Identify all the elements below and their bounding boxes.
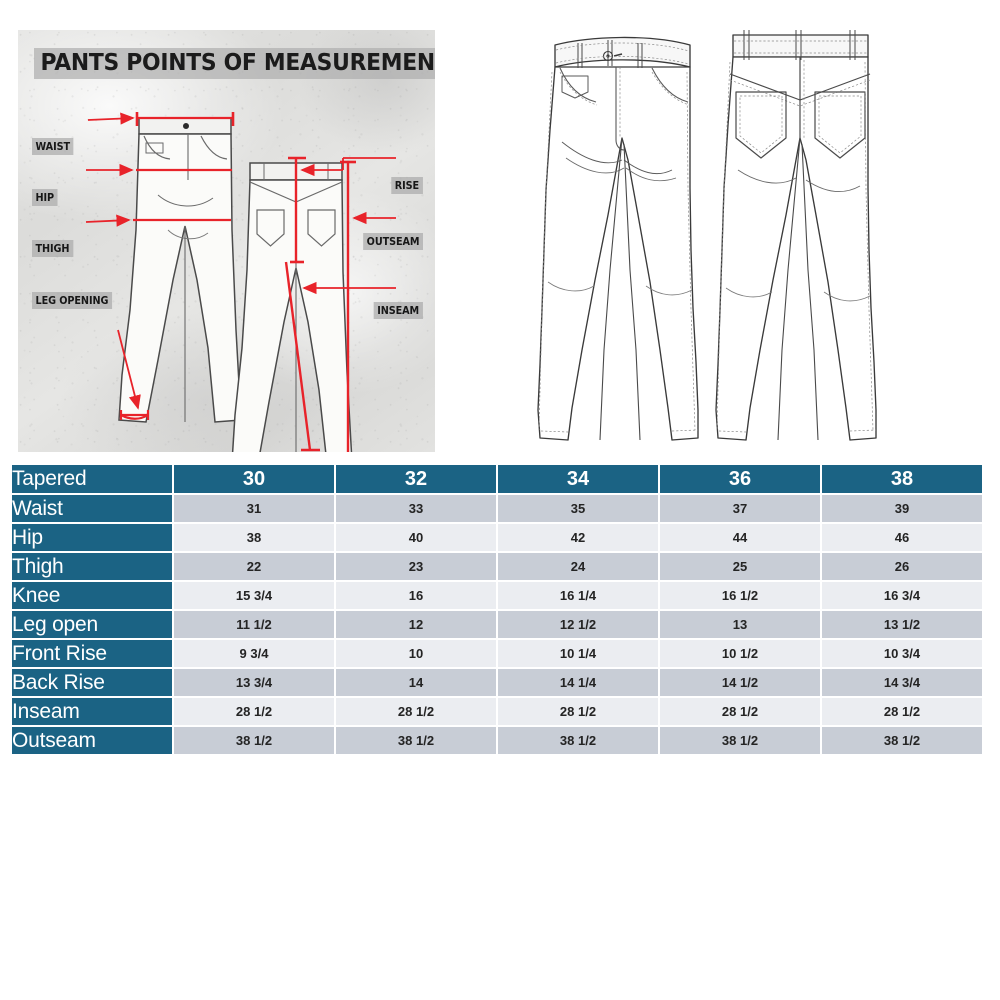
table-row: Knee 15 3/4 16 16 1/4 16 1/2 16 3/4: [12, 582, 982, 609]
cell-knee-38: 16 3/4: [822, 582, 982, 609]
row-label-leg-open: Leg open: [12, 611, 172, 638]
cell-hip-30: 38: [174, 524, 334, 551]
cell-leg-open-34: 12 1/2: [498, 611, 658, 638]
row-label-front-rise: Front Rise: [12, 640, 172, 667]
header-size-38: 38: [822, 465, 982, 493]
diagram-label-leg-opening: LEG OPENING: [32, 292, 112, 309]
cell-back-rise-38: 14 3/4: [822, 669, 982, 696]
header-row: Tapered 30 32 34 36 38: [12, 465, 982, 493]
row-label-hip: Hip: [12, 524, 172, 551]
cell-hip-32: 40: [336, 524, 496, 551]
cell-front-rise-34: 10 1/4: [498, 640, 658, 667]
cell-hip-36: 44: [660, 524, 820, 551]
cell-front-rise-36: 10 1/2: [660, 640, 820, 667]
cell-inseam-38: 28 1/2: [822, 698, 982, 725]
header-size-30: 30: [174, 465, 334, 493]
table-row: Front Rise 9 3/4 10 10 1/4 10 1/2 10 3/4: [12, 640, 982, 667]
measurement-annotations: [85, 112, 396, 452]
row-label-knee: Knee: [12, 582, 172, 609]
header-size-32: 32: [336, 465, 496, 493]
row-label-outseam: Outseam: [12, 727, 172, 754]
table-row: Waist 31 33 35 37 39: [12, 495, 982, 522]
cell-front-rise-32: 10: [336, 640, 496, 667]
cell-inseam-36: 28 1/2: [660, 698, 820, 725]
cell-knee-34: 16 1/4: [498, 582, 658, 609]
diagram-back-pants: [231, 162, 353, 452]
cell-outseam-30: 38 1/2: [174, 727, 334, 754]
table-header: Tapered 30 32 34 36 38: [12, 465, 982, 493]
cell-thigh-34: 24: [498, 553, 658, 580]
diagram-title: PANTS POINTS OF MEASUREMENT: [34, 48, 435, 79]
cell-thigh-38: 26: [822, 553, 982, 580]
cell-waist-32: 33: [336, 495, 496, 522]
table-row: Leg open 11 1/2 12 12 1/2 13 13 1/2: [12, 611, 982, 638]
row-label-inseam: Inseam: [12, 698, 172, 725]
cell-leg-open-32: 12: [336, 611, 496, 638]
technical-flats: [500, 10, 930, 455]
diagram-label-waist: WAIST: [32, 138, 74, 155]
diagram-front-pants: [118, 117, 242, 423]
header-fit-label: Tapered: [12, 465, 172, 493]
cell-inseam-30: 28 1/2: [174, 698, 334, 725]
diagram-artwork: [85, 112, 396, 452]
cell-inseam-32: 28 1/2: [336, 698, 496, 725]
row-label-thigh: Thigh: [12, 553, 172, 580]
cell-thigh-32: 23: [336, 553, 496, 580]
cell-outseam-34: 38 1/2: [498, 727, 658, 754]
cell-outseam-38: 38 1/2: [822, 727, 982, 754]
cell-thigh-36: 25: [660, 553, 820, 580]
diagram-label-outseam: OUTSEAM: [363, 233, 423, 250]
diagram-label-inseam: INSEAM: [374, 302, 423, 319]
diagram-label-hip: HIP: [32, 189, 58, 206]
cell-waist-36: 37: [660, 495, 820, 522]
pants-back-flat: [715, 30, 877, 441]
cell-back-rise-36: 14 1/2: [660, 669, 820, 696]
table-row: Hip 38 40 42 44 46: [12, 524, 982, 551]
cell-waist-30: 31: [174, 495, 334, 522]
table-row: Back Rise 13 3/4 14 14 1/4 14 1/2 14 3/4: [12, 669, 982, 696]
table-body: Waist 31 33 35 37 39 Hip 38 40 42 44 46 …: [12, 495, 982, 754]
cell-hip-38: 46: [822, 524, 982, 551]
pants-measurement-diagram: PANTS POINTS OF MEASUREMENT WAIST HIP TH…: [18, 30, 435, 452]
diagram-label-thigh: THIGH: [32, 240, 73, 257]
header-size-36: 36: [660, 465, 820, 493]
cell-inseam-34: 28 1/2: [498, 698, 658, 725]
cell-hip-34: 42: [498, 524, 658, 551]
cell-leg-open-30: 11 1/2: [174, 611, 334, 638]
cell-leg-open-36: 13: [660, 611, 820, 638]
pants-front-flat: [537, 36, 699, 441]
cell-back-rise-30: 13 3/4: [174, 669, 334, 696]
size-chart-table: Tapered 30 32 34 36 38 Waist 31 33 35 37…: [10, 463, 984, 756]
cell-waist-34: 35: [498, 495, 658, 522]
diagram-label-rise: RISE: [391, 177, 423, 194]
cell-front-rise-38: 10 3/4: [822, 640, 982, 667]
row-label-waist: Waist: [12, 495, 172, 522]
cell-knee-36: 16 1/2: [660, 582, 820, 609]
illustration-area: PANTS POINTS OF MEASUREMENT WAIST HIP TH…: [0, 0, 1000, 455]
cell-back-rise-34: 14 1/4: [498, 669, 658, 696]
cell-thigh-30: 22: [174, 553, 334, 580]
technical-flats-artwork: [537, 30, 877, 441]
cell-back-rise-32: 14: [336, 669, 496, 696]
table-row: Thigh 22 23 24 25 26: [12, 553, 982, 580]
header-size-34: 34: [498, 465, 658, 493]
cell-knee-32: 16: [336, 582, 496, 609]
table-row: Inseam 28 1/2 28 1/2 28 1/2 28 1/2 28 1/…: [12, 698, 982, 725]
cell-leg-open-38: 13 1/2: [822, 611, 982, 638]
cell-knee-30: 15 3/4: [174, 582, 334, 609]
table-row: Outseam 38 1/2 38 1/2 38 1/2 38 1/2 38 1…: [12, 727, 982, 754]
cell-outseam-36: 38 1/2: [660, 727, 820, 754]
cell-outseam-32: 38 1/2: [336, 727, 496, 754]
cell-front-rise-30: 9 3/4: [174, 640, 334, 667]
cell-waist-38: 39: [822, 495, 982, 522]
row-label-back-rise: Back Rise: [12, 669, 172, 696]
